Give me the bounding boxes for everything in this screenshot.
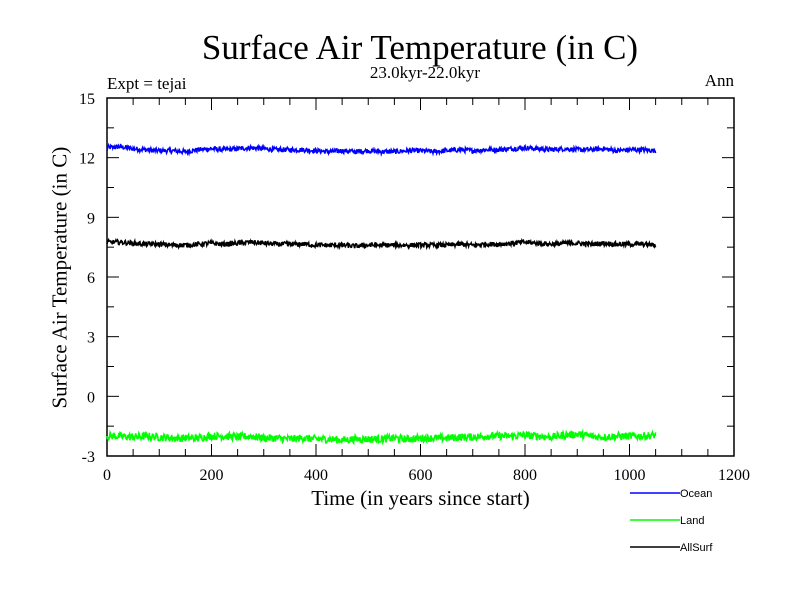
- series-line-allsurf: [106, 237, 657, 251]
- x-tick-label: 400: [304, 467, 328, 484]
- chart-subtitle: 23.0kyr-22.0kyr: [369, 63, 481, 82]
- series-line-land: [106, 428, 657, 446]
- x-tick-label: 800: [513, 467, 537, 484]
- x-tick-label: 0: [103, 467, 111, 484]
- x-tick-label: 600: [409, 467, 433, 484]
- y-tick-label: 3: [87, 330, 95, 347]
- y-tick-label: 0: [87, 389, 95, 406]
- season-label: Ann: [704, 71, 734, 90]
- y-tick-label: -3: [82, 449, 95, 466]
- x-axis-label: Time (in years since start): [311, 486, 530, 510]
- y-tick-label: 9: [87, 210, 95, 227]
- experiment-label: Expt = tejai: [107, 74, 187, 93]
- y-tick-label: 15: [79, 91, 95, 108]
- y-tick-label: 6: [87, 270, 95, 287]
- legend-label-land: Land: [680, 515, 704, 527]
- legend-label-allsurf: AllSurf: [680, 542, 713, 554]
- x-tick-label: 200: [200, 467, 224, 484]
- x-tick-label: 1200: [718, 467, 750, 484]
- legend-label-ocean: Ocean: [680, 488, 712, 500]
- x-tick-label: 1000: [614, 467, 646, 484]
- series-line-ocean: [106, 142, 657, 158]
- chart-title: Surface Air Temperature (in C): [201, 28, 639, 67]
- y-tick-label: 12: [79, 151, 95, 168]
